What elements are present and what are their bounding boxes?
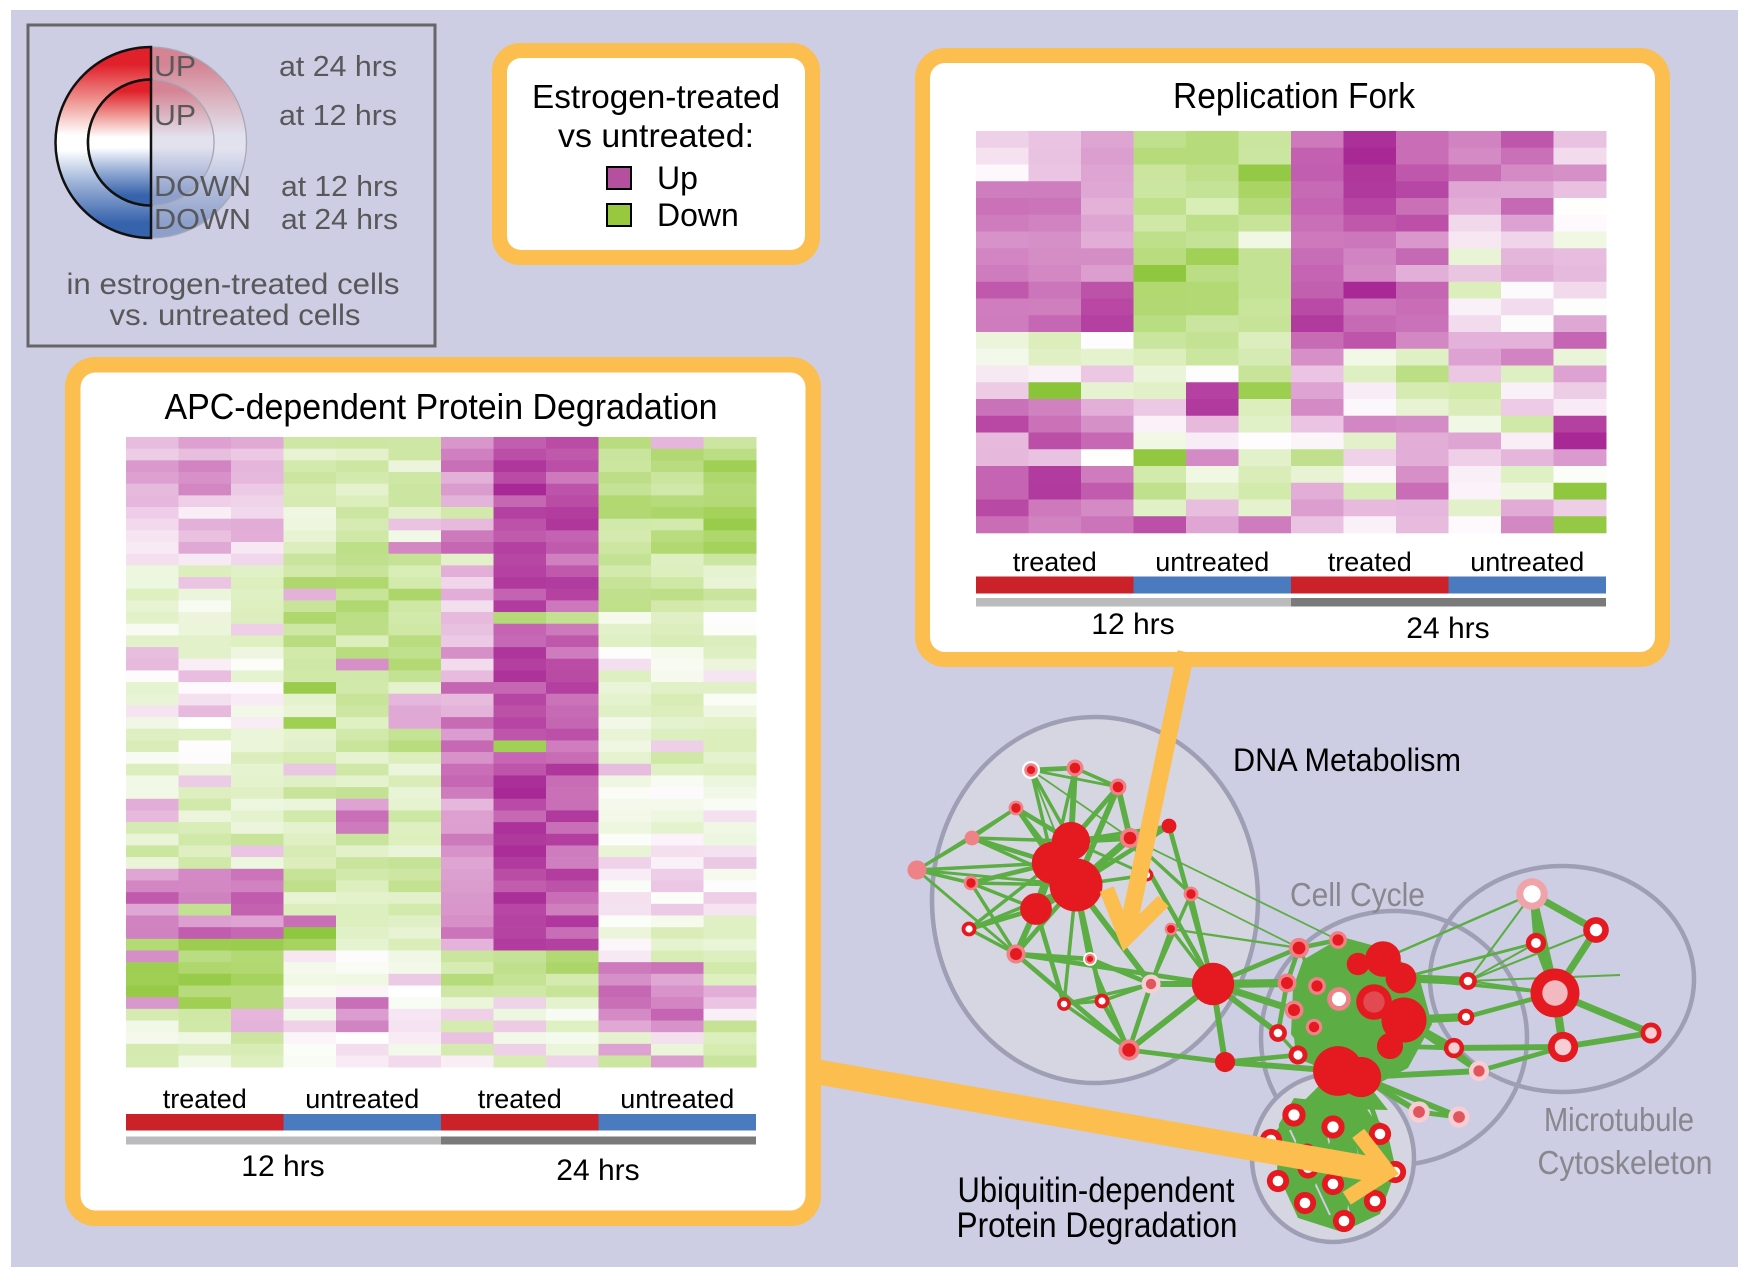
svg-text:treated: treated [478,1084,562,1114]
svg-text:Estrogen-treated: Estrogen-treated [532,78,780,115]
svg-text:untreated: untreated [305,1084,419,1114]
svg-text:24 hrs: 24 hrs [556,1154,639,1187]
svg-text:untreated: untreated [620,1084,734,1114]
svg-text:untreated: untreated [1470,547,1584,577]
svg-text:treated: treated [1328,547,1412,577]
svg-text:treated: treated [1013,547,1097,577]
svg-text:Replication Fork: Replication Fork [1173,75,1416,116]
svg-text:Microtubule: Microtubule [1544,1101,1694,1138]
svg-text:at 24 hrs: at 24 hrs [281,204,398,236]
svg-text:Down: Down [657,197,739,233]
svg-text:treated: treated [163,1084,247,1114]
svg-text:Cell Cycle: Cell Cycle [1290,876,1425,913]
svg-text:at 12 hrs: at 12 hrs [279,100,397,132]
svg-text:untreated: untreated [1155,547,1269,577]
svg-text:DOWN: DOWN [154,204,251,236]
svg-text:Cytoskeleton: Cytoskeleton [1538,1144,1713,1181]
svg-text:Protein Degradation: Protein Degradation [957,1206,1238,1245]
svg-text:DOWN: DOWN [154,171,251,203]
svg-text:12 hrs: 12 hrs [1091,608,1174,641]
svg-text:vs untreated:: vs untreated: [558,117,754,154]
svg-text:DNA Metabolism: DNA Metabolism [1233,742,1461,778]
svg-text:24 hrs: 24 hrs [1406,612,1489,645]
svg-text:Ubiquitin-dependent: Ubiquitin-dependent [958,1171,1235,1210]
svg-text:Up: Up [657,160,698,196]
svg-text:APC-dependent Protein Degradat: APC-dependent Protein Degradation [165,386,718,427]
svg-text:at 12 hrs: at 12 hrs [281,171,398,203]
svg-text:in estrogen-treated cells: in estrogen-treated cells [67,268,400,301]
svg-text:UP: UP [154,100,196,132]
svg-text:UP: UP [154,51,196,83]
svg-text:vs. untreated cells: vs. untreated cells [110,299,361,332]
svg-text:at 24 hrs: at 24 hrs [279,51,397,83]
svg-text:12 hrs: 12 hrs [241,1150,324,1183]
